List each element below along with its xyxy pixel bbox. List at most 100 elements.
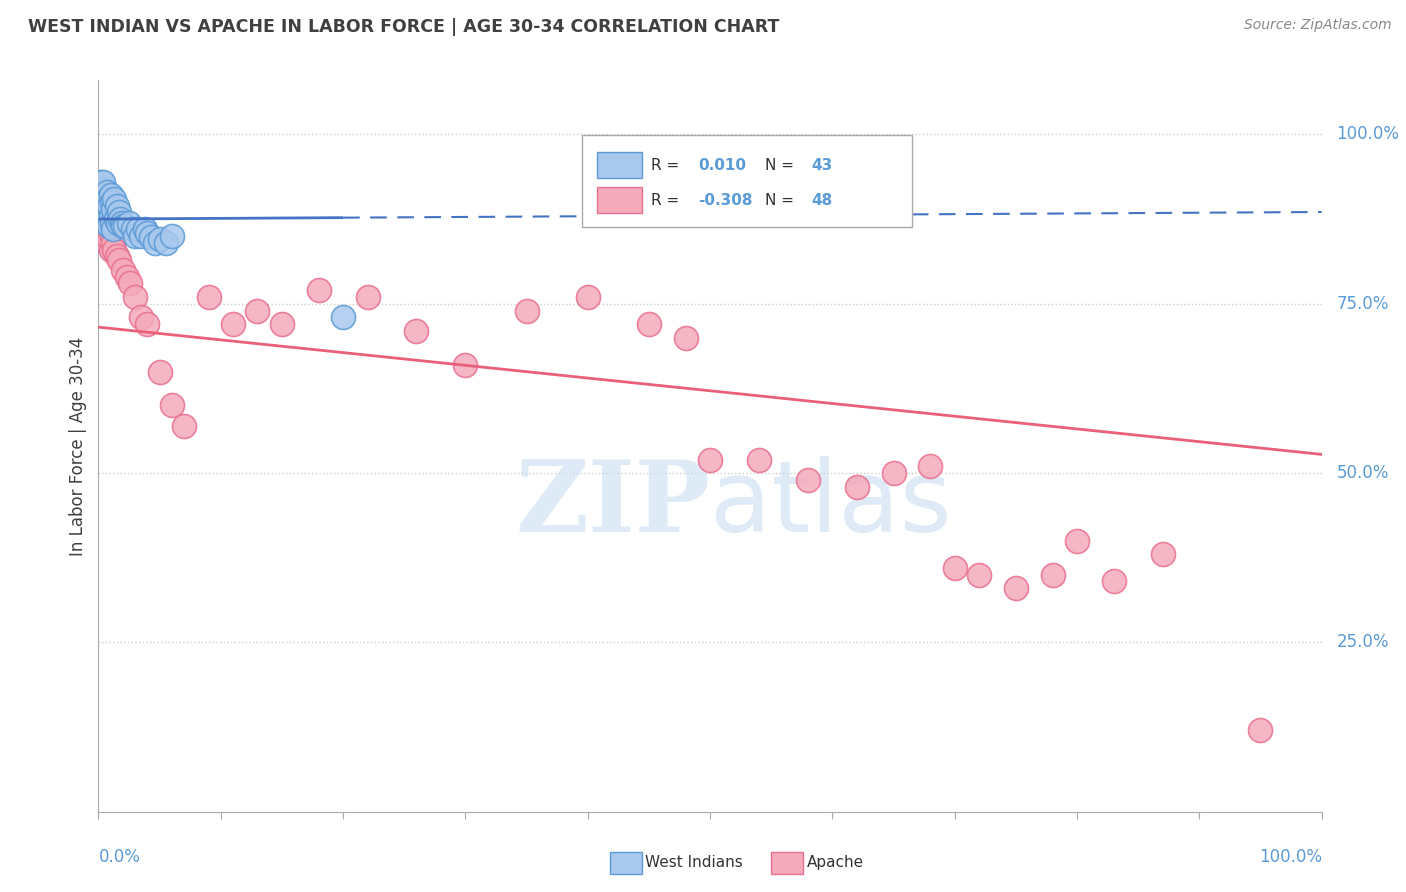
Point <box>98 198 121 212</box>
Point <box>160 229 183 244</box>
Point <box>97 212 120 227</box>
Text: Apache: Apache <box>807 855 863 871</box>
Point <box>136 226 159 240</box>
FancyBboxPatch shape <box>598 187 641 213</box>
Point <box>101 195 124 210</box>
Point <box>149 232 172 246</box>
Point <box>129 229 152 244</box>
Point <box>637 317 661 331</box>
Point <box>90 175 112 189</box>
Point <box>91 222 114 236</box>
Point <box>149 364 172 378</box>
Text: Source: ZipAtlas.com: Source: ZipAtlas.com <box>1244 18 1392 32</box>
Point <box>115 269 138 284</box>
Text: R =: R = <box>651 193 685 208</box>
Point <box>101 215 124 229</box>
Point <box>91 175 114 189</box>
Point <box>97 192 120 206</box>
Point <box>101 222 124 236</box>
Point <box>118 215 141 229</box>
Point <box>100 209 122 223</box>
FancyBboxPatch shape <box>772 852 803 874</box>
Point <box>104 212 127 227</box>
Y-axis label: In Labor Force | Age 30-34: In Labor Force | Age 30-34 <box>69 336 87 556</box>
Point <box>155 235 177 250</box>
Point <box>1042 567 1064 582</box>
Text: West Indians: West Indians <box>645 855 742 871</box>
Point <box>93 215 115 229</box>
Point <box>100 188 122 202</box>
Point <box>222 317 245 331</box>
Point <box>454 358 477 372</box>
Point <box>405 324 427 338</box>
Point <box>1004 581 1026 595</box>
Point <box>101 235 124 250</box>
Point <box>127 222 149 236</box>
Text: ZIP: ZIP <box>515 456 710 553</box>
Point <box>356 290 378 304</box>
Point <box>97 222 120 236</box>
Point <box>124 229 146 244</box>
Point <box>797 473 820 487</box>
Point <box>111 263 134 277</box>
Point <box>111 219 134 233</box>
Point <box>136 317 159 331</box>
Point <box>143 235 166 250</box>
Point <box>91 198 114 212</box>
Point <box>270 317 294 331</box>
Point <box>308 283 330 297</box>
Point <box>105 198 128 212</box>
Point <box>110 212 132 227</box>
Point <box>91 205 114 219</box>
Point <box>129 310 152 325</box>
Point <box>108 205 131 219</box>
Text: R =: R = <box>651 158 685 173</box>
Text: WEST INDIAN VS APACHE IN LABOR FORCE | AGE 30-34 CORRELATION CHART: WEST INDIAN VS APACHE IN LABOR FORCE | A… <box>28 18 779 36</box>
Text: 75.0%: 75.0% <box>1336 294 1389 313</box>
Point <box>332 310 354 325</box>
Point <box>197 290 219 304</box>
Point <box>173 418 195 433</box>
Text: 48: 48 <box>811 193 832 208</box>
Point <box>91 215 114 229</box>
Point <box>121 222 143 236</box>
Point <box>108 252 131 267</box>
Text: 25.0%: 25.0% <box>1336 633 1389 651</box>
Text: 100.0%: 100.0% <box>1258 848 1322 866</box>
Point <box>114 219 136 233</box>
Point <box>967 567 990 582</box>
Point <box>111 215 134 229</box>
Point <box>576 290 599 304</box>
Point <box>124 290 146 304</box>
Point <box>699 452 721 467</box>
Point <box>883 466 905 480</box>
Text: N =: N = <box>765 158 799 173</box>
Point <box>845 480 868 494</box>
Text: 100.0%: 100.0% <box>1336 126 1399 144</box>
Point <box>101 229 124 244</box>
Text: 0.0%: 0.0% <box>98 848 141 866</box>
Point <box>1102 574 1125 589</box>
Point <box>139 230 162 244</box>
Point <box>134 222 156 236</box>
Point <box>105 249 128 263</box>
FancyBboxPatch shape <box>610 852 641 874</box>
Point <box>120 277 142 291</box>
Point <box>93 188 115 202</box>
Text: 43: 43 <box>811 158 832 173</box>
Point <box>748 452 770 467</box>
Point <box>1066 533 1088 548</box>
Point <box>94 195 117 210</box>
Point <box>94 226 117 240</box>
FancyBboxPatch shape <box>582 136 912 227</box>
FancyBboxPatch shape <box>598 152 641 178</box>
Point <box>100 243 122 257</box>
Point <box>920 459 942 474</box>
Point <box>675 331 697 345</box>
Text: N =: N = <box>765 193 799 208</box>
Point <box>91 181 114 195</box>
Point <box>246 303 269 318</box>
Point <box>160 398 183 412</box>
Text: atlas: atlas <box>710 456 952 553</box>
Point <box>96 235 118 250</box>
